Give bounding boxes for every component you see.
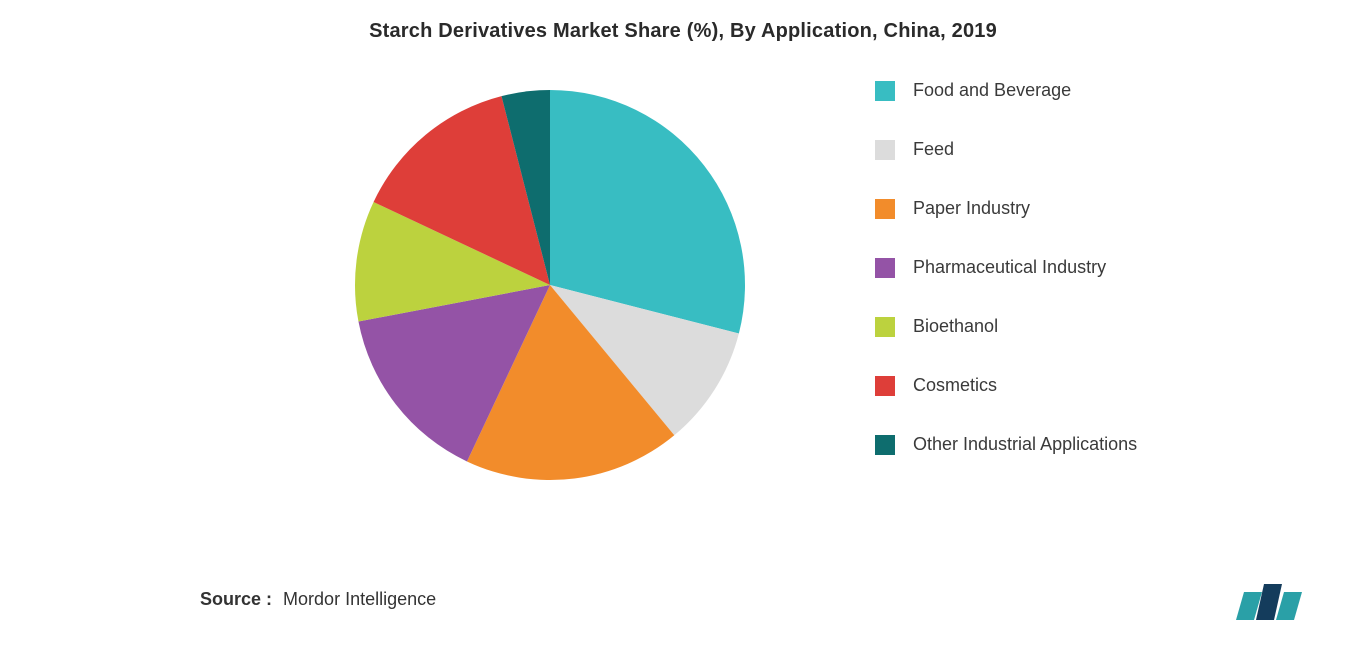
- legend-item: Food and Beverage: [875, 80, 1255, 101]
- pie-svg: [350, 85, 750, 485]
- source-value: Mordor Intelligence: [283, 589, 436, 609]
- legend-label: Food and Beverage: [913, 80, 1071, 101]
- legend-label: Feed: [913, 139, 954, 160]
- legend-label: Pharmaceutical Industry: [913, 257, 1106, 278]
- brand-logo: [1236, 580, 1306, 620]
- legend-swatch: [875, 140, 895, 160]
- legend-item: Feed: [875, 139, 1255, 160]
- legend-item: Paper Industry: [875, 198, 1255, 219]
- legend-item: Bioethanol: [875, 316, 1255, 337]
- logo-svg: [1236, 580, 1306, 620]
- chart-title: Starch Derivatives Market Share (%), By …: [0, 20, 1366, 43]
- logo-bar: [1276, 592, 1302, 620]
- chart-container: Starch Derivatives Market Share (%), By …: [0, 0, 1366, 655]
- legend-swatch: [875, 376, 895, 396]
- source-line: Source : Mordor Intelligence: [200, 589, 436, 610]
- legend-label: Paper Industry: [913, 198, 1030, 219]
- legend-swatch: [875, 435, 895, 455]
- legend-label: Other Industrial Applications: [913, 434, 1137, 455]
- legend-label: Bioethanol: [913, 316, 998, 337]
- legend-swatch: [875, 199, 895, 219]
- legend-swatch: [875, 317, 895, 337]
- legend-item: Pharmaceutical Industry: [875, 257, 1255, 278]
- legend-item: Other Industrial Applications: [875, 434, 1255, 455]
- pie-chart: [350, 85, 750, 485]
- legend: Food and Beverage Feed Paper Industry Pharm…: [875, 80, 1255, 493]
- source-label: Source :: [200, 589, 272, 609]
- legend-swatch: [875, 258, 895, 278]
- legend-swatch: [875, 81, 895, 101]
- legend-label: Cosmetics: [913, 375, 997, 396]
- legend-item: Cosmetics: [875, 375, 1255, 396]
